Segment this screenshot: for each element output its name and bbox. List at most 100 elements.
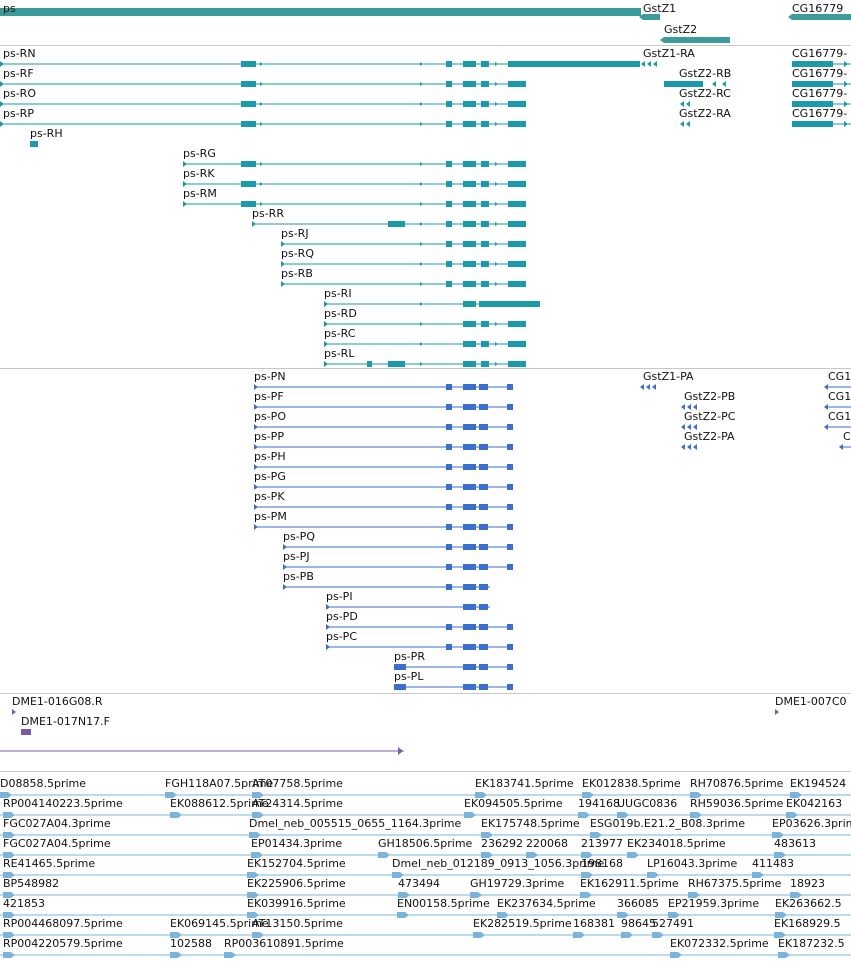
- transcript-exon[interactable]: [241, 201, 256, 207]
- est-label[interactable]: RP004140223.5prime: [3, 797, 123, 810]
- transcript-exon[interactable]: [446, 201, 452, 207]
- transcript-exon[interactable]: [446, 121, 452, 127]
- est-label[interactable]: EK072332.5prime: [670, 937, 769, 950]
- transcript-exon[interactable]: [508, 201, 526, 207]
- est-label[interactable]: GH19729.3prime: [470, 877, 565, 890]
- transcript-exon[interactable]: [481, 61, 489, 67]
- transcript-exon[interactable]: [463, 161, 476, 167]
- transcript-exon[interactable]: [367, 361, 372, 367]
- protein-label[interactable]: GstZ2-PC: [684, 410, 736, 423]
- est-feature[interactable]: [378, 852, 386, 858]
- est-label[interactable]: EK168929.5: [774, 917, 841, 930]
- protein-segment[interactable]: [463, 584, 476, 590]
- transcript-exon[interactable]: [446, 221, 452, 227]
- transcript-exon[interactable]: [241, 81, 256, 87]
- protein-label[interactable]: ps-PC: [326, 630, 357, 643]
- transcript-exon[interactable]: [481, 121, 489, 127]
- protein-segment[interactable]: [507, 544, 513, 550]
- est-label[interactable]: RE41465.5prime: [3, 857, 96, 870]
- transcript-exon[interactable]: [463, 281, 476, 287]
- protein-segment[interactable]: [479, 524, 488, 530]
- est-label[interactable]: 473494: [398, 877, 440, 890]
- est-feature[interactable]: [775, 912, 783, 918]
- est-label[interactable]: UUGC0836: [617, 797, 678, 810]
- transcript-label[interactable]: ps-RO: [3, 87, 36, 100]
- protein-label[interactable]: CG1: [828, 370, 851, 383]
- est-label[interactable]: 198168: [581, 857, 623, 870]
- est-feature[interactable]: [247, 892, 255, 898]
- est-feature[interactable]: [170, 812, 178, 818]
- est-feature[interactable]: [481, 852, 489, 858]
- gene-label[interactable]: CG16779: [792, 2, 844, 15]
- transcript-exon[interactable]: [508, 361, 526, 367]
- est-feature[interactable]: [3, 912, 11, 918]
- est-label[interactable]: 18923: [790, 877, 825, 890]
- est-feature[interactable]: [475, 792, 483, 798]
- protein-segment[interactable]: [507, 564, 513, 570]
- est-label[interactable]: Dmel_neb_005515_0655_1164.3prime: [249, 817, 462, 830]
- est-label[interactable]: EK234018.5prime: [627, 837, 726, 850]
- est-feature[interactable]: [752, 872, 760, 878]
- protein-segment[interactable]: [446, 444, 452, 450]
- est-label[interactable]: EK237634.5prime: [497, 897, 596, 910]
- protein-segment[interactable]: [507, 624, 513, 630]
- transcript-label[interactable]: ps-RB: [281, 267, 313, 280]
- est-label[interactable]: AT07758.5prime: [252, 777, 343, 790]
- transcript-exon[interactable]: [508, 221, 526, 227]
- transcript-exon[interactable]: [463, 181, 476, 187]
- transcript-exon[interactable]: [481, 361, 489, 367]
- protein-label[interactable]: ps-PB: [283, 570, 314, 583]
- est-feature[interactable]: [3, 812, 11, 818]
- clone-label[interactable]: DME1-017N17.F: [21, 715, 110, 728]
- protein-label[interactable]: C: [843, 430, 851, 443]
- protein-segment[interactable]: [507, 444, 513, 450]
- transcript-exon[interactable]: [508, 61, 640, 67]
- transcript-exon[interactable]: [481, 241, 489, 247]
- est-label[interactable]: FGC027A04.5prime: [3, 837, 111, 850]
- protein-label[interactable]: CG1: [828, 390, 851, 403]
- est-label[interactable]: EK069145.5prime: [170, 917, 269, 930]
- protein-segment[interactable]: [463, 684, 476, 690]
- protein-label[interactable]: ps-PH: [254, 450, 286, 463]
- transcript-label[interactable]: ps-RH: [30, 127, 63, 140]
- est-feature[interactable]: [690, 812, 698, 818]
- est-label[interactable]: EN00158.5prime: [397, 897, 490, 910]
- est-label[interactable]: RH70876.5prime: [690, 777, 784, 790]
- protein-segment[interactable]: [463, 464, 476, 470]
- est-label[interactable]: 527491: [652, 917, 694, 930]
- est-label[interactable]: RP003610891.5prime: [224, 937, 344, 950]
- transcript-exon[interactable]: [481, 81, 489, 87]
- protein-label[interactable]: ps-PR: [394, 650, 425, 663]
- est-label[interactable]: 366085: [617, 897, 659, 910]
- est-label[interactable]: EK175748.5prime: [481, 817, 580, 830]
- transcript-label[interactable]: GstZ1-RA: [643, 47, 695, 60]
- protein-segment[interactable]: [446, 624, 452, 630]
- protein-label[interactable]: CG1: [828, 410, 851, 423]
- transcript-label[interactable]: ps-RI: [324, 287, 352, 300]
- est-feature[interactable]: [774, 852, 782, 858]
- est-feature[interactable]: [573, 932, 581, 938]
- est-label[interactable]: EK187232.5: [778, 937, 845, 950]
- transcript-exon[interactable]: [508, 101, 526, 107]
- protein-segment[interactable]: [507, 464, 513, 470]
- transcript-label[interactable]: ps-RJ: [281, 227, 309, 240]
- protein-segment[interactable]: [463, 664, 476, 670]
- transcript-exon[interactable]: [446, 161, 452, 167]
- est-label[interactable]: RP004220579.5prime: [3, 937, 123, 950]
- transcript-exon[interactable]: [508, 321, 526, 327]
- transcript-label[interactable]: GstZ2-RB: [679, 67, 732, 80]
- protein-segment[interactable]: [446, 644, 452, 650]
- protein-segment[interactable]: [463, 564, 476, 570]
- est-feature[interactable]: [3, 932, 11, 938]
- protein-segment[interactable]: [479, 684, 488, 690]
- protein-segment[interactable]: [479, 564, 488, 570]
- est-feature[interactable]: [397, 912, 405, 918]
- est-feature[interactable]: [668, 912, 676, 918]
- protein-segment[interactable]: [507, 404, 513, 410]
- est-label[interactable]: EK263662.5: [775, 897, 842, 910]
- est-feature[interactable]: [772, 832, 780, 838]
- est-label[interactable]: EK012838.5prime: [582, 777, 681, 790]
- gene-label[interactable]: GstZ2: [664, 23, 698, 36]
- protein-segment[interactable]: [446, 484, 452, 490]
- transcript-exon[interactable]: [446, 241, 452, 247]
